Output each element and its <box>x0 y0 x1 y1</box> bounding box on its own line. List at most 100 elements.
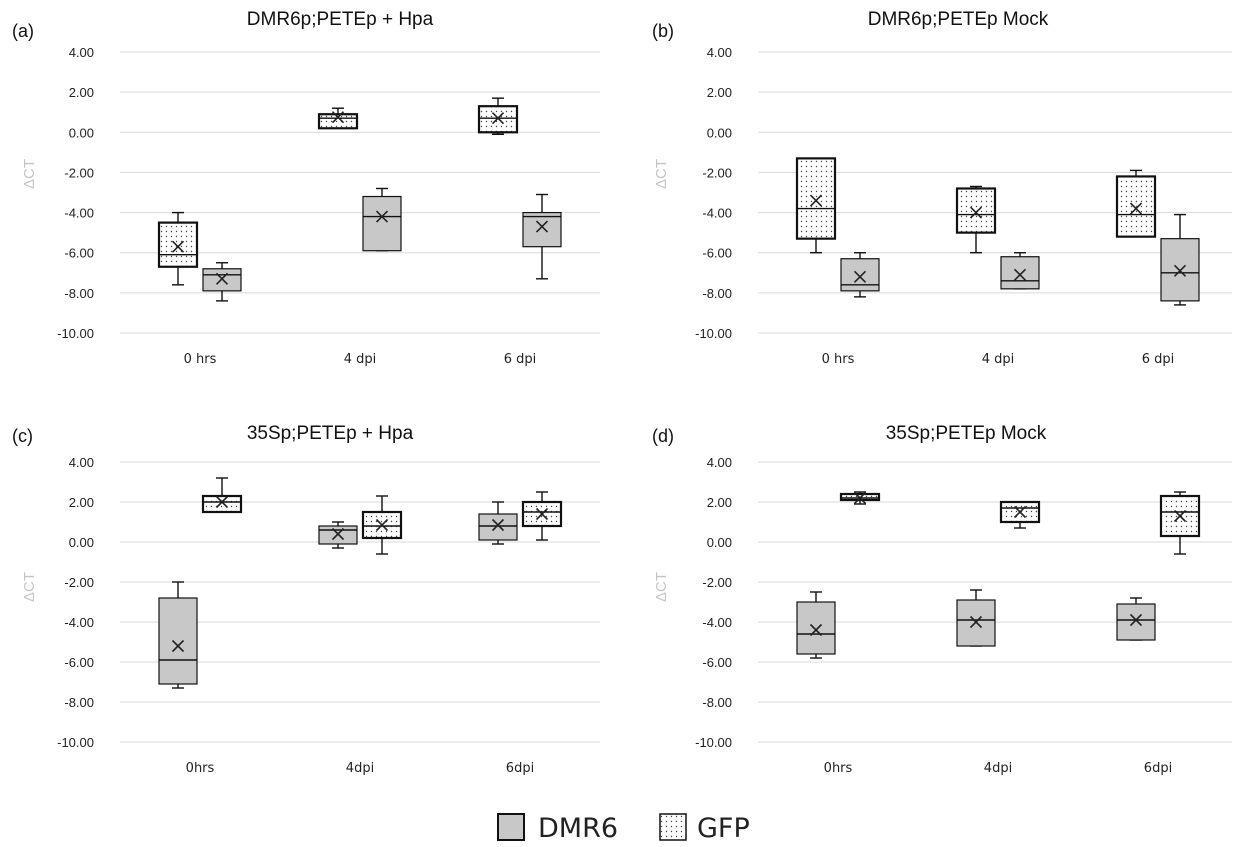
y-axis-label: ΔCT <box>653 159 670 189</box>
mean-marker <box>215 272 229 285</box>
y-tick-label: -10.00 <box>695 735 732 750</box>
legend-swatch-gfp <box>659 813 687 841</box>
panel-d: (d) 35Sp;PETEp Mock ΔCT 4.00 2.00 0.00 -2.0… <box>652 423 1232 776</box>
box-dmr6 <box>478 501 518 545</box>
y-tick-label: -2.00 <box>702 575 732 590</box>
box-iqr <box>158 597 198 685</box>
y-axis-label: ΔCT <box>653 572 670 602</box>
y-tick-label: 4.00 <box>707 455 732 470</box>
mean-marker <box>171 240 185 253</box>
box-iqr <box>840 258 880 292</box>
y-tick-label: -2.00 <box>64 575 94 590</box>
y-tick-label: 2.00 <box>707 85 732 100</box>
chart-title: 35Sp;PETEp + Hpa <box>247 423 414 444</box>
y-tick-label: -6.00 <box>702 246 732 261</box>
y-tick-label: -8.00 <box>702 695 732 710</box>
box-iqr <box>157 221 199 268</box>
y-tick-label: 2.00 <box>707 495 732 510</box>
box-gfp <box>795 157 837 254</box>
panel-label: (a) <box>12 21 34 41</box>
plot-area: 4.00 2.00 0.00 -2.00 -4.00 -6.00 -8.00 -10.00 0 … <box>57 45 600 367</box>
y-tick-label: -4.00 <box>702 615 732 630</box>
box-dmr6 <box>158 581 198 689</box>
y-tick-label: 2.00 <box>69 85 94 100</box>
box-gfp <box>201 477 243 514</box>
box-iqr <box>796 601 836 655</box>
box-gfp <box>1115 169 1157 238</box>
y-axis-label: ΔCT <box>21 572 38 602</box>
x-tick-label: 0hrs <box>186 761 215 776</box>
x-tick-label: 0hrs <box>824 761 853 776</box>
box-gfp <box>521 491 563 541</box>
mean-marker <box>1013 505 1027 519</box>
plot-area: 4.00 2.00 0.00 -2.00 -4.00 -6.00 -8.00 -10.00 0h… <box>695 455 1232 776</box>
y-tick-label: -8.00 <box>64 695 94 710</box>
box-iqr <box>1000 256 1040 290</box>
mean-marker <box>1129 613 1143 627</box>
plot-area: 4.00 2.00 0.00 -2.00 -4.00 -6.00 -8.00 -10.00 0h… <box>57 455 600 776</box>
mean-marker <box>535 220 549 233</box>
x-tick-label: 4 dpi <box>982 352 1015 367</box>
y-tick-label: 2.00 <box>69 495 94 510</box>
box-gfp <box>955 185 997 254</box>
box-iqr <box>795 157 837 240</box>
y-tick-label: -4.00 <box>702 206 732 221</box>
box-gfp <box>157 211 199 286</box>
y-tick-label: -2.00 <box>64 165 94 180</box>
box-iqr <box>1116 603 1156 641</box>
mean-marker <box>331 111 345 124</box>
box-iqr <box>478 513 518 541</box>
chart-title: 35Sp;PETEp Mock <box>886 423 1047 444</box>
box-dmr6 <box>202 262 242 302</box>
y-tick-label: -10.00 <box>57 326 94 341</box>
panel-label: (b) <box>652 21 674 41</box>
mean-marker <box>375 518 389 532</box>
y-tick-label: 0.00 <box>69 535 94 550</box>
y-tick-label: -2.00 <box>702 165 732 180</box>
x-tick-label: 4dpi <box>984 761 1012 776</box>
y-tick-label: 4.00 <box>707 45 732 60</box>
x-tick-label: 6 dpi <box>504 352 537 367</box>
box-gfp <box>1159 491 1201 555</box>
box-dmr6 <box>362 187 402 252</box>
box-dmr6 <box>318 521 358 549</box>
x-tick-label: 0 hrs <box>822 352 855 367</box>
y-tick-label: 0.00 <box>69 125 94 140</box>
box-iqr <box>522 211 562 248</box>
y-tick-label: -6.00 <box>64 246 94 261</box>
legend-swatch-dmr6 <box>497 813 525 841</box>
y-tick-label: -4.00 <box>64 206 94 221</box>
mean-marker <box>809 194 823 207</box>
legend-label-dmr6: DMR6 <box>538 813 618 844</box>
box-dmr6 <box>522 193 562 280</box>
x-tick-label: 4 dpi <box>344 352 377 367</box>
box-gfp <box>317 107 359 130</box>
panel-c: (c) 35Sp;PETEp + Hpa ΔCT 4.00 2.00 0.00 -2.… <box>12 423 600 776</box>
y-tick-label: 4.00 <box>69 455 94 470</box>
x-tick-label: 6dpi <box>1144 761 1172 776</box>
mean-marker <box>1129 202 1143 215</box>
box-gfp <box>361 495 403 555</box>
box-gfp <box>477 97 519 135</box>
box-dmr6 <box>796 591 836 659</box>
y-tick-label: -6.00 <box>64 655 94 670</box>
box-iqr <box>362 195 402 252</box>
box-gfp <box>999 500 1041 529</box>
x-tick-label: 0 hrs <box>184 352 217 367</box>
panel-a: (a) DMR6p;PETEp + Hpa ΔCT 4.00 2.00 0.00 -2… <box>12 9 600 367</box>
mean-marker <box>491 518 505 532</box>
mean-marker <box>969 206 983 219</box>
mean-marker <box>1013 268 1027 281</box>
mean-marker <box>853 491 867 505</box>
mean-marker <box>969 615 983 629</box>
panel-label: (d) <box>652 426 674 446</box>
mean-marker <box>171 639 185 653</box>
panel-b: (b) DMR6p;PETEp Mock ΔCT 4.00 2.00 0.00 -2.… <box>652 9 1232 367</box>
plot-area: 4.00 2.00 0.00 -2.00 -4.00 -6.00 -8.00 -10.00 0 … <box>695 45 1232 367</box>
panel-label: (c) <box>12 426 33 446</box>
legend: DMR6 GFP <box>497 813 750 844</box>
box-gfp <box>839 491 881 505</box>
mean-marker <box>1173 509 1187 523</box>
box-iqr <box>201 494 243 514</box>
